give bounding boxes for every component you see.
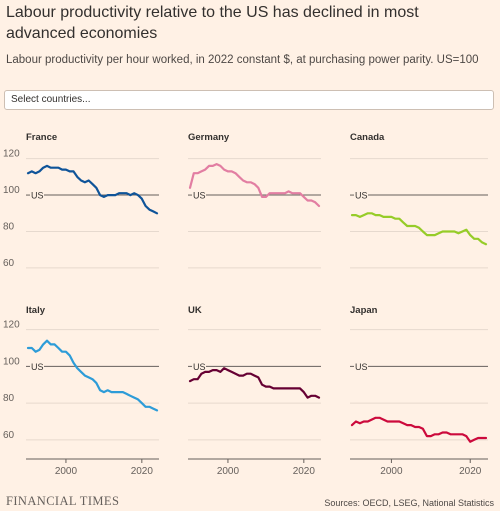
y-tick-label: 100 <box>3 185 20 196</box>
us-reference-label: US <box>355 362 368 372</box>
country-select-input[interactable]: Select countries... <box>4 90 494 110</box>
panel-title-uk: UK <box>188 305 202 316</box>
series-line-canada <box>350 212 488 246</box>
x-tick-label: 2000 <box>217 466 240 477</box>
y-tick-label: 120 <box>3 149 20 160</box>
x-tick-label: 2020 <box>131 466 154 477</box>
y-tick-label: 80 <box>3 221 15 232</box>
chart-title: Labour productivity relative to the US h… <box>6 4 419 42</box>
x-tick-label: 2000 <box>55 466 78 477</box>
x-tick-label: 2000 <box>380 466 403 477</box>
panel-japan: Japan US 2000 2020 <box>350 305 488 477</box>
source-note: Sources: OECD, LSEG, National Statistics <box>324 498 494 508</box>
series-line-germany <box>188 163 321 208</box>
panel-title-germany: Germany <box>188 132 230 143</box>
us-reference-label: US <box>193 191 206 201</box>
panel-france: France 60 80 120 US 100 <box>3 132 159 269</box>
y-tick-label: 100 <box>3 356 20 367</box>
us-reference-label: US <box>193 362 206 372</box>
chart-subtitle: Labour productivity per hour worked, in … <box>6 54 479 66</box>
series-line-uk <box>188 367 321 399</box>
panel-title-italy: Italy <box>26 305 46 316</box>
x-tick-label: 2020 <box>459 466 482 477</box>
x-tick-label: 2020 <box>293 466 316 477</box>
y-tick-label: 60 <box>3 258 15 269</box>
panel-canada: Canada US <box>350 132 488 269</box>
panel-title-japan: Japan <box>350 305 378 316</box>
panel-uk: UK US 2000 2020 <box>188 305 321 477</box>
panel-germany: Germany US <box>188 132 321 269</box>
us-reference-label: US <box>31 362 44 372</box>
ft-brand-logo: FINANCIAL TIMES <box>6 494 120 508</box>
series-line-italy <box>26 339 159 412</box>
y-tick-label: 60 <box>3 430 15 441</box>
panel-italy: Italy 60 80 120 US 100 2000 2020 <box>3 305 159 477</box>
series-line-france <box>26 164 159 215</box>
panel-title-france: France <box>26 132 57 143</box>
series-line-japan <box>350 416 488 443</box>
y-tick-label: 120 <box>3 320 20 331</box>
y-tick-label: 80 <box>3 393 15 404</box>
us-reference-label: US <box>355 191 368 201</box>
us-reference-label: US <box>31 191 44 201</box>
panel-title-canada: Canada <box>350 132 385 143</box>
